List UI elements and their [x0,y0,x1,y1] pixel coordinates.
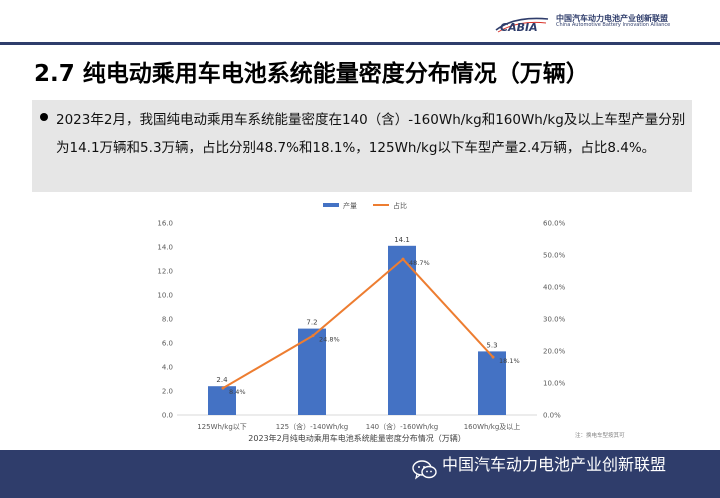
y-tick-label: 2.0 [162,388,173,396]
wechat-icon [412,460,437,480]
y-tick-label: 14.0 [157,244,173,252]
bar-value-label: 2.4 [216,376,228,384]
bullet-point [40,113,48,121]
chart-note: 注：换电车型按其可更换电池包的最低能量密度统计 [575,431,625,439]
share-value-label: 18.1% [499,357,520,365]
legend-label-line: 占比 [393,201,407,210]
share-point [491,355,495,359]
page-title: 2.7 纯电动乘用车电池系统能量密度分布情况（万辆） [34,61,589,87]
y-tick-label: 16.0 [157,220,173,228]
legend-label-bar: 产量 [343,201,357,210]
footer-text: 中国汽车动力电池产业创新联盟 [442,455,667,474]
bar-value-label: 14.1 [394,236,410,244]
top-rule [0,42,720,45]
share-value-label: 24.8% [319,336,340,344]
x-tick-label: 160Wh/kg及以上 [464,422,521,431]
top-bar [0,0,720,44]
x-tick-label: 125（含）-140Wh/kg [276,422,348,431]
share-point [311,334,315,338]
summary-box: 2023年2月，我国纯电动乘用车系统能量密度在140（含）-160Wh/kg和1… [32,100,692,192]
x-tick-label: 140（含）-160Wh/kg [366,422,438,431]
y-tick-label: 10.0 [157,292,173,300]
y2-tick-label: 40.0% [543,284,566,292]
energy-density-chart: 产量 占比 0.0 2.0 4.0 6.0 8.0 10.0 12.0 14.0 16.0 0.0% 1… [157,201,625,443]
share-point [401,257,405,261]
share-value-label: 48.7% [409,259,430,267]
y-tick-label: 12.0 [157,268,173,276]
share-point [221,386,225,390]
summary-text: 2023年2月，我国纯电动乘用车系统能量密度在140（含）-160Wh/kg和1… [56,112,686,156]
bar [478,351,506,415]
bar [298,328,326,415]
y2-tick-label: 0.0% [543,412,561,420]
y2-tick-label: 50.0% [543,252,566,260]
bar [388,245,416,415]
chart-caption: 2023年2月纯电动乘用车电池系统能量密度分布情况（万辆） [248,433,465,443]
bar-value-label: 7.2 [306,319,317,327]
y-tick-label: 8.0 [162,316,173,324]
org-name: 中国汽车动力电池产业创新联盟 China Automotive Battery … [556,14,670,29]
cabia-logo: CABIA [495,17,549,34]
footer-bar [0,450,720,498]
org-name-en: China Automotive Battery Innovation Alli… [556,22,671,29]
x-tick-label: 125Wh/kg以下 [197,423,247,431]
share-value-label: 8.4% [229,388,246,396]
y2-tick-label: 20.0% [543,348,566,356]
legend-swatch-bar [323,203,339,207]
share-line [222,257,494,389]
bar-value-label: 5.3 [486,341,497,349]
y-tick-label: 6.0 [162,340,173,348]
org-name-cn: 中国汽车动力电池产业创新联盟 [556,14,668,23]
bar [208,386,236,415]
svg-text:CABIA: CABIA [500,21,538,34]
y2-tick-label: 60.0% [543,220,566,228]
y2-tick-label: 10.0% [543,380,566,388]
y-tick-label: 4.0 [162,364,173,372]
y-tick-label: 0.0 [162,412,173,420]
y2-tick-label: 30.0% [543,316,566,324]
